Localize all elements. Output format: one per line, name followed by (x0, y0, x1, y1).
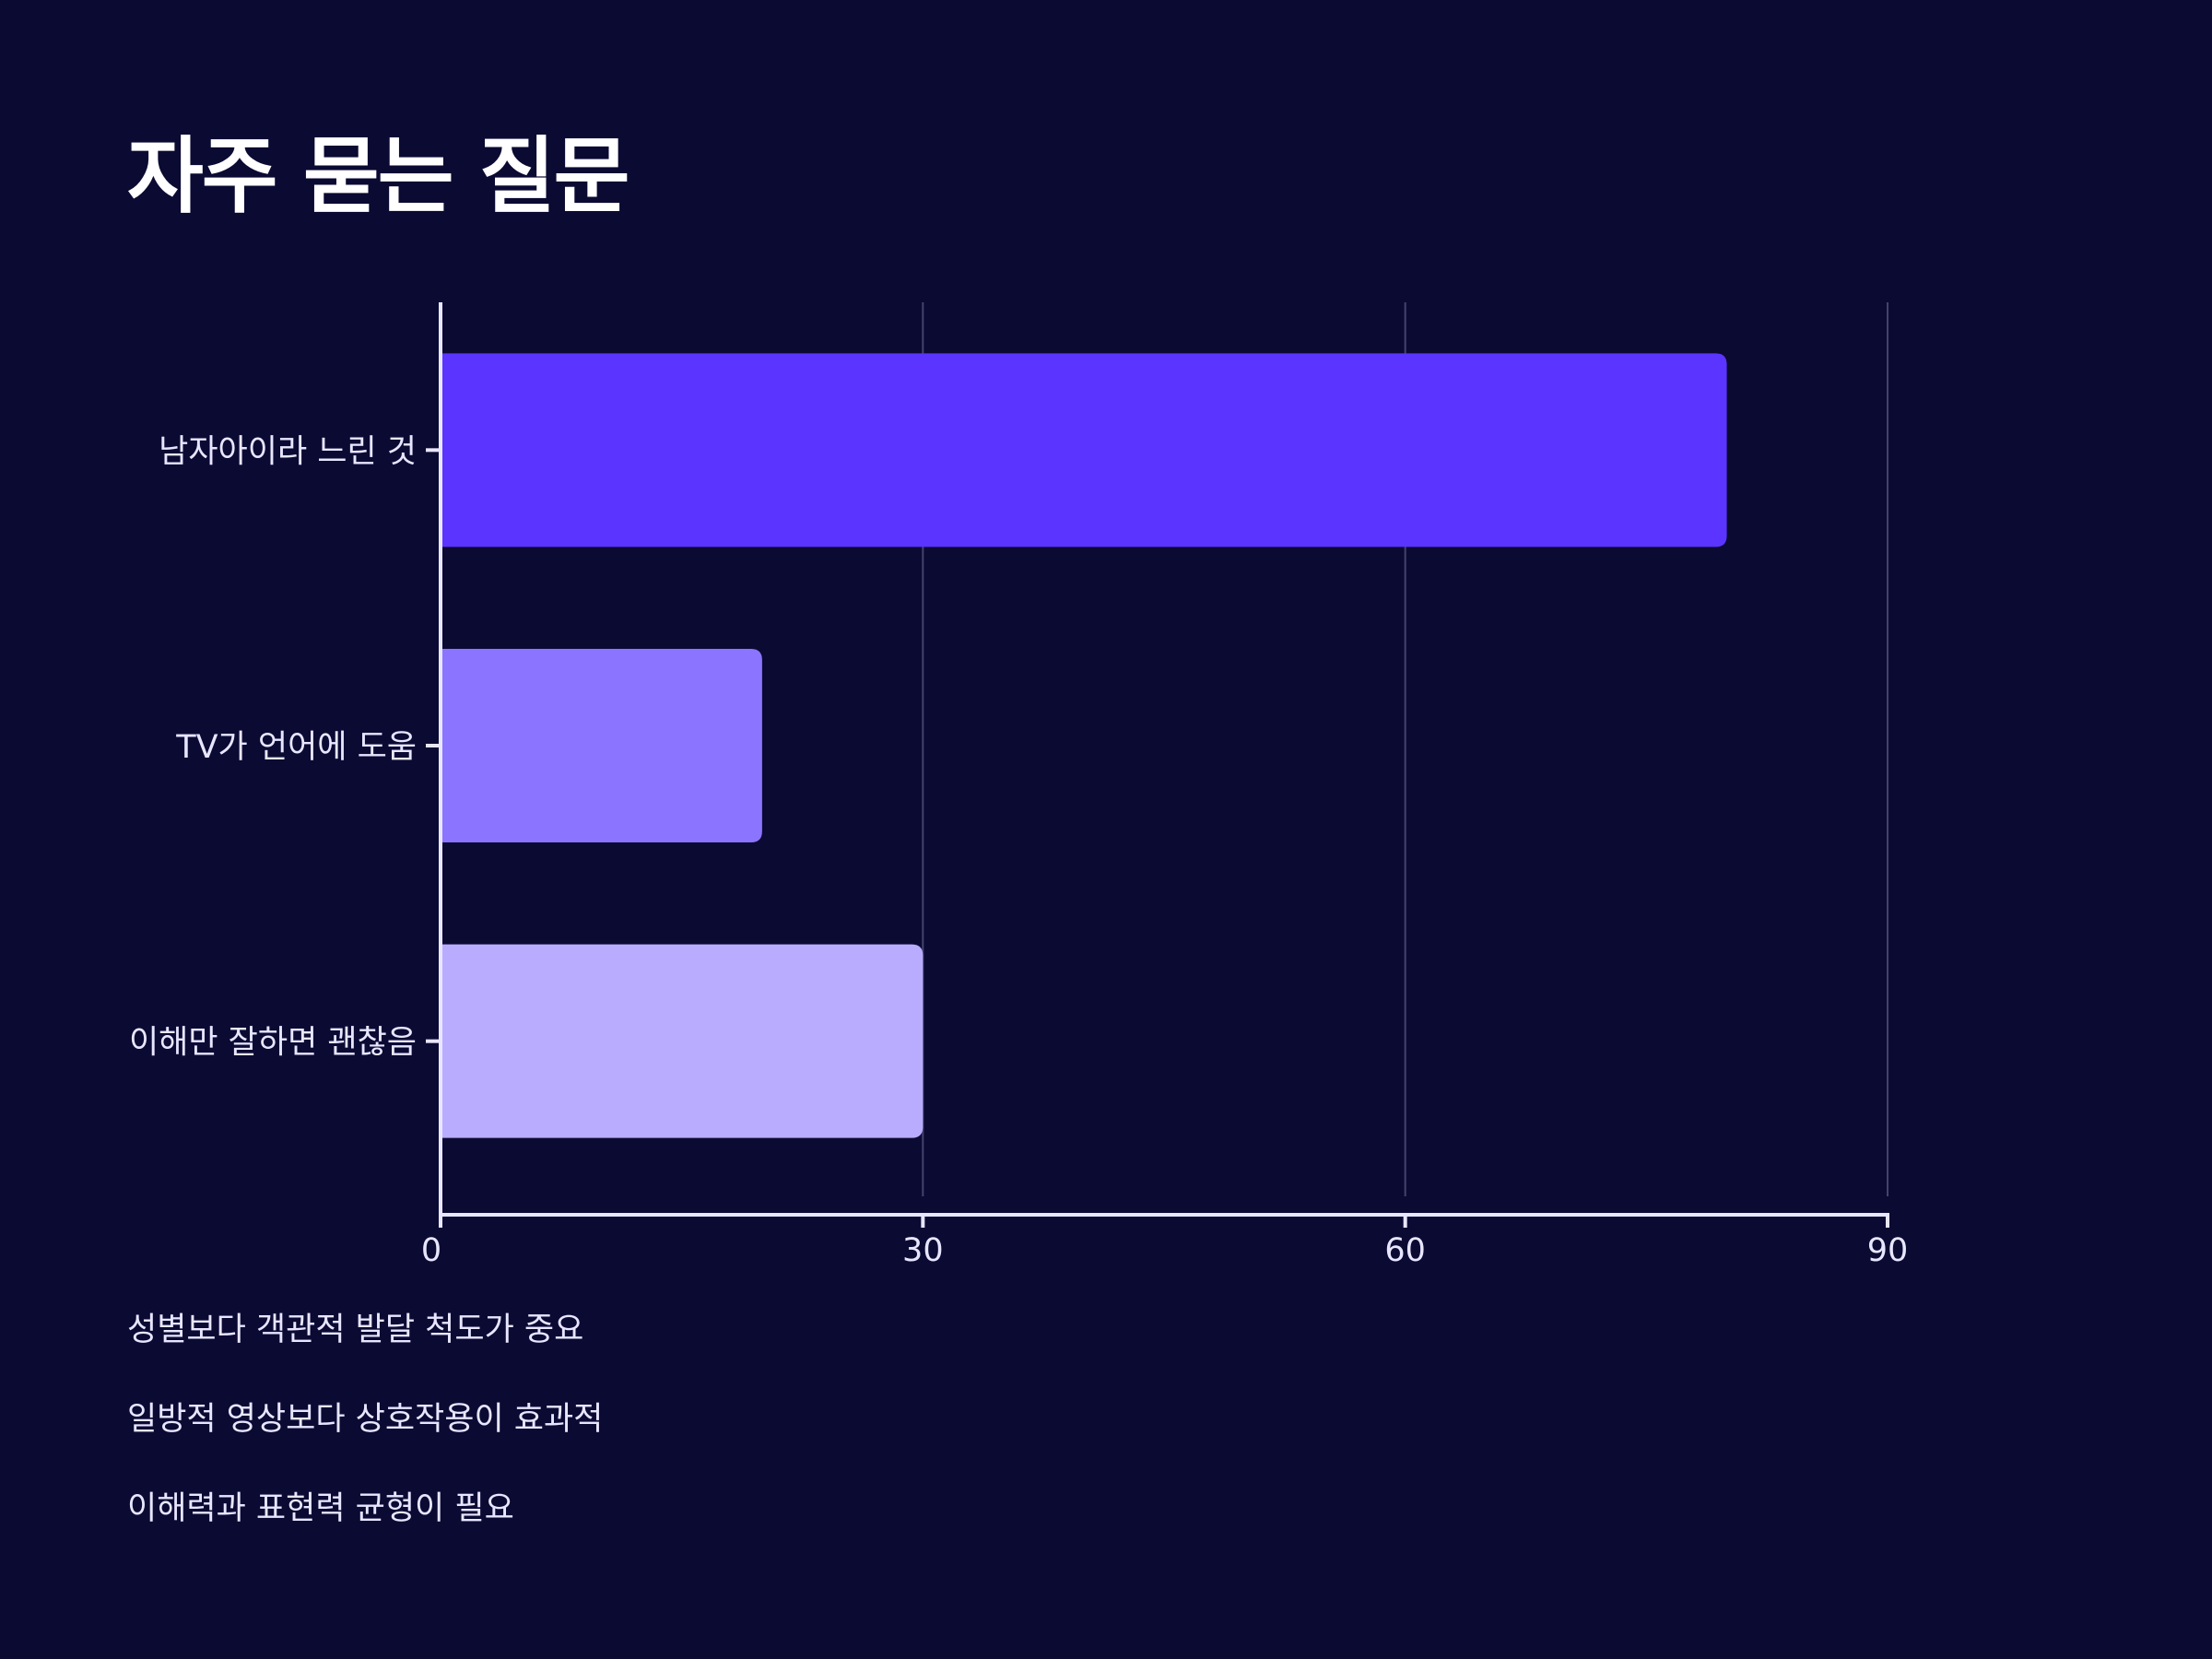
category-label: 이해만 잘하면 괜찮음 (129, 1025, 417, 1062)
note-item: 성별보다 객관적 발달 척도가 중요 (127, 1312, 584, 1348)
x-tick-label: 0 (421, 1232, 441, 1269)
category-label: TV가 언어에 도움 (175, 729, 417, 766)
x-tick-label: 60 (1384, 1232, 1426, 1269)
note-item: 이해력과 표현력 균형이 필요 (127, 1490, 514, 1527)
notes-list: 성별보다 객관적 발달 척도가 중요 일방적 영상보다 상호작용이 효과적 이해… (127, 1307, 603, 1575)
page-title: 자주 묻는 질문 (127, 128, 629, 225)
x-tick-label: 30 (902, 1232, 944, 1269)
x-tick-label: 90 (1867, 1232, 1909, 1269)
category-label: 남자아이라 느린 것 (159, 433, 417, 470)
note-item: 일방적 영상보다 상호작용이 효과적 (127, 1401, 604, 1438)
bar (441, 649, 762, 842)
bar (441, 353, 1727, 547)
bar (441, 944, 924, 1138)
